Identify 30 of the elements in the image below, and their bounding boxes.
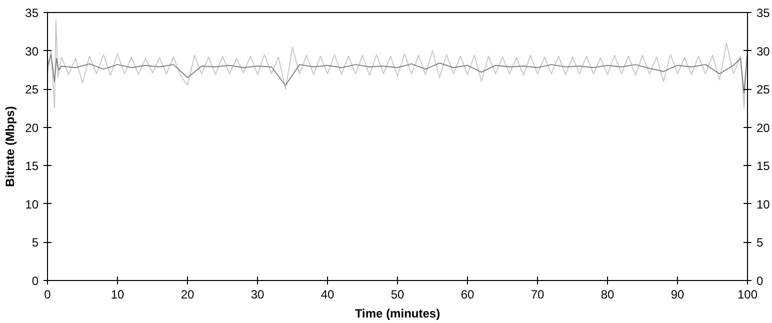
y2-tick-label: 20 bbox=[756, 120, 770, 135]
y2-tick-label: 30 bbox=[756, 44, 770, 58]
y-tick-label: 20 bbox=[25, 120, 39, 135]
x-tick-label: 50 bbox=[390, 288, 404, 302]
y2-tick-label: 25 bbox=[756, 82, 770, 97]
x-tick-label: 80 bbox=[600, 288, 614, 302]
x-tick-label: 70 bbox=[530, 288, 544, 302]
x-tick-label: 90 bbox=[670, 288, 684, 302]
x-tick-label: 10 bbox=[110, 288, 124, 302]
y-tick-label: 5 bbox=[32, 236, 39, 250]
x-axis-title: Time (minutes) bbox=[354, 306, 440, 320]
x-tick-label: 40 bbox=[320, 288, 334, 302]
x-tick-label: 100 bbox=[737, 288, 758, 302]
y2-tick-label: 35 bbox=[756, 6, 770, 20]
line-series bbox=[48, 20, 748, 109]
y-tick-label: 0 bbox=[32, 274, 39, 288]
y-tick-label: 35 bbox=[25, 6, 39, 20]
y2-tick-label: 15 bbox=[756, 159, 770, 174]
y-tick-label: 30 bbox=[25, 44, 39, 58]
y-tick-label: 10 bbox=[25, 197, 39, 212]
y-tick-label: 25 bbox=[25, 82, 39, 97]
x-tick-label: 60 bbox=[460, 288, 474, 302]
y2-tick-label: 0 bbox=[756, 274, 764, 288]
y2-tick-label: 5 bbox=[756, 236, 764, 250]
y-axis-title: Bitrate (Mbps) bbox=[3, 106, 18, 187]
y2-tick-label: 10 bbox=[756, 197, 770, 212]
x-tick-label: 0 bbox=[44, 288, 52, 302]
y-tick-label: 15 bbox=[25, 159, 39, 174]
x-tick-label: 30 bbox=[250, 288, 264, 302]
x-tick-label: 20 bbox=[180, 288, 194, 302]
